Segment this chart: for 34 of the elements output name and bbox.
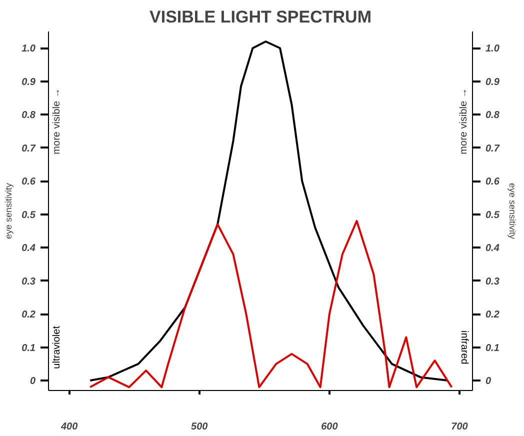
chart-title: VISIBLE LIGHT SPECTRUM [150, 8, 372, 26]
y-tick-label: 0.6 [22, 176, 36, 188]
y-tick-label: 1.0 [22, 44, 36, 55]
annotation: infrared [458, 330, 470, 364]
y-tick-label: 0.5 [22, 210, 36, 221]
y-tick-label: 0.1 [22, 342, 36, 354]
y-axis-title: eye sensitivity [4, 182, 14, 240]
y2-tick-label: 1.0 [486, 44, 500, 55]
y2-tick-label: 0.1 [486, 342, 500, 354]
y2-tick-label: 0.3 [486, 276, 500, 288]
line-series [89, 220, 453, 388]
y-tick-label: 0.9 [22, 76, 36, 88]
y-tick-label: 0.2 [22, 310, 36, 321]
x-tick-label: 400 [60, 422, 78, 432]
y2-tick-label: 0.9 [486, 76, 500, 88]
y-tick-label: 0.7 [22, 143, 36, 154]
y-tick-label: 0.8 [22, 110, 36, 122]
y2-tick-label: 0.5 [486, 210, 500, 221]
annotation: more visible → [458, 88, 470, 154]
annotation: more visible → [51, 88, 62, 154]
annotation: ultraviolet [51, 326, 62, 369]
y-tick-label: 0.4 [22, 243, 36, 254]
x-tick-label: 700 [451, 422, 468, 432]
y2-tick-label: 0.8 [486, 110, 500, 122]
y2-axis-title: eye sensitivity [507, 182, 518, 240]
y2-tick-label: 0.7 [486, 143, 500, 154]
y-tick-label: 0.3 [22, 276, 36, 288]
x-tick-label: 600 [321, 422, 338, 432]
y2-tick-label: 0 [486, 376, 492, 388]
x-tick-label: 500 [191, 422, 208, 432]
y2-tick-label: 0.6 [486, 176, 500, 188]
y-tick-label: 0 [30, 376, 36, 388]
y2-tick-label: 0.2 [486, 310, 500, 321]
y2-tick-label: 0.4 [486, 243, 500, 254]
